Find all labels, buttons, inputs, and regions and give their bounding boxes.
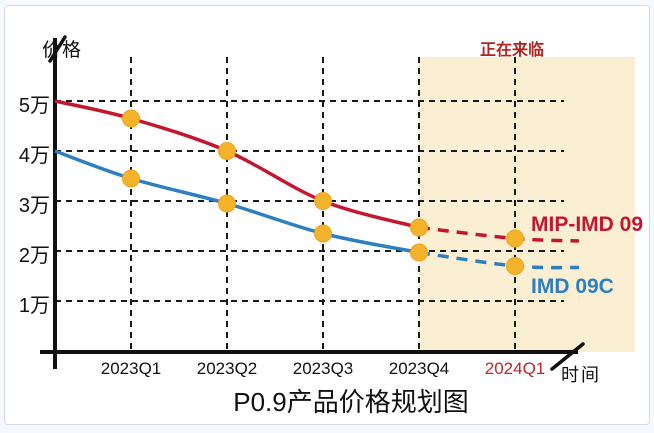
y-tick-label: 2万 [18,245,50,267]
x-tick-label: 2023Q1 [100,359,162,378]
chart-title: P0.9产品价格规划图 [233,387,469,417]
y-axis-arrow [48,35,67,63]
data-point-marker [506,229,524,248]
x-tick-label: 2023Q3 [292,359,354,378]
y-tick-label: 1万 [18,295,50,317]
forecast-shaded-region [419,57,635,352]
data-point-marker [218,194,236,213]
data-point-marker [122,109,140,128]
data-point-marker [506,257,524,275]
data-point-marker [218,142,236,160]
data-point-marker [410,243,428,262]
x-tick-label: 2024Q1 [484,359,546,378]
data-point-marker [314,224,332,243]
y-tick-label: 5万 [18,95,50,117]
y-tick-label: 4万 [18,145,50,167]
x-tick-label: 2023Q2 [196,359,258,378]
data-point-marker [122,169,140,188]
series-line-solid-0 [54,99,420,230]
series-label-imd-09c: IMD 09C [531,275,614,298]
x-axis-label: 时间 [561,365,601,385]
x-axis-arrow [550,342,585,371]
forecast-annotation: 正在来临 [479,42,545,59]
data-point-marker [410,218,428,237]
y-tick-label: 3万 [18,195,50,217]
data-point-marker [314,192,332,210]
x-tick-label: 2023Q4 [388,359,450,378]
y-axis-label: 价格 [42,40,83,61]
series-label-mip-imd-09: MIP-IMD 09 [531,213,644,236]
